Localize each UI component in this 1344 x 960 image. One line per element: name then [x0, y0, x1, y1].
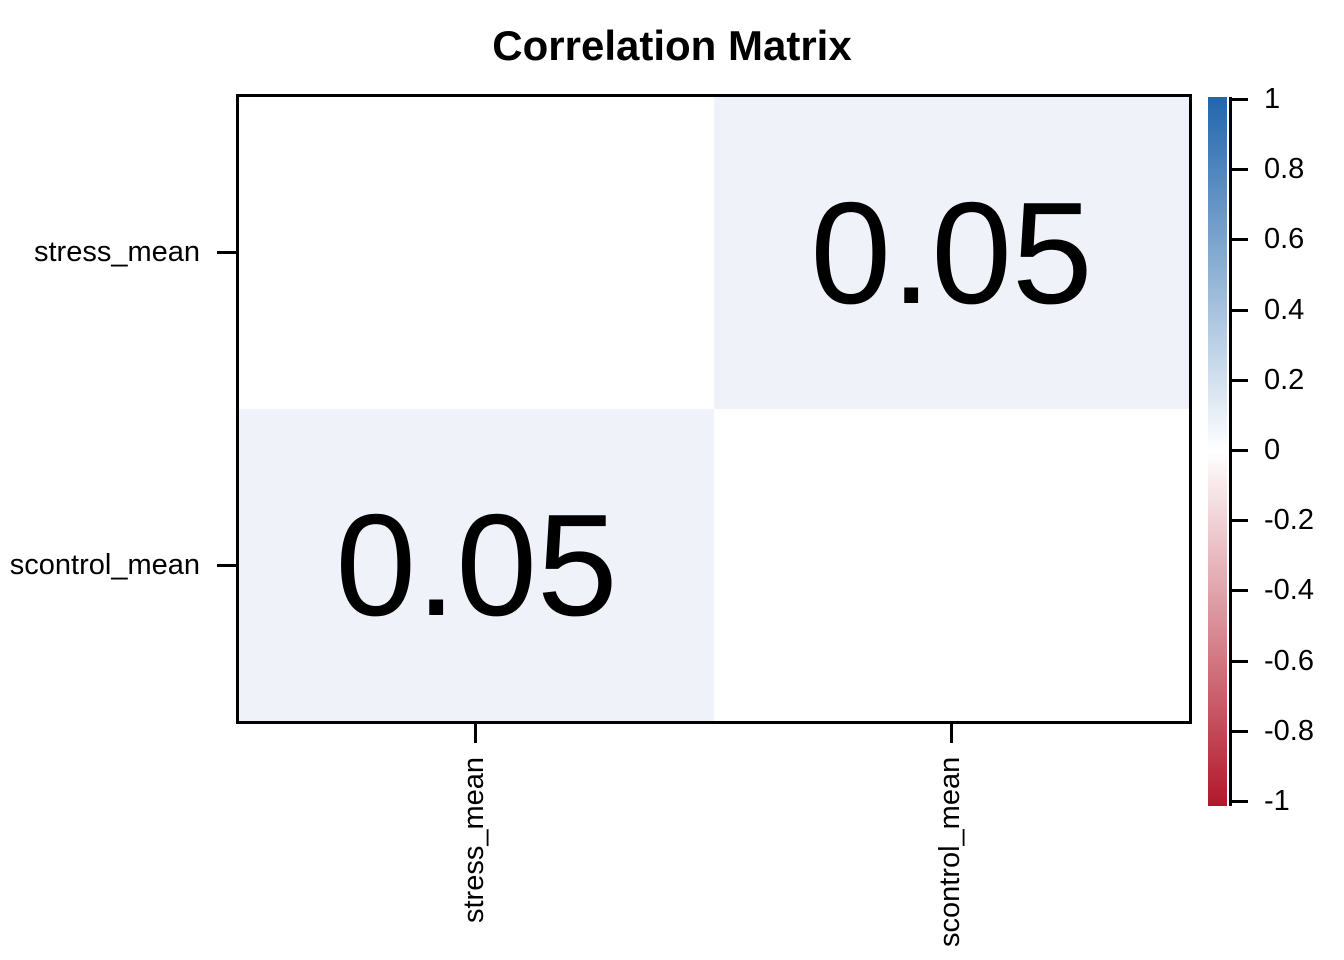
heatmap-cell-r1c1	[714, 409, 1189, 721]
colorbar-tick	[1232, 238, 1248, 241]
colorbar-tick	[1232, 449, 1248, 452]
colorbar-tick-label: -0.8	[1264, 713, 1314, 749]
colorbar-tick-label: 0	[1264, 432, 1280, 468]
colorbar-tick-label: 0.2	[1264, 362, 1304, 398]
colorbar-tick	[1232, 309, 1248, 312]
x-axis-label-stress-mean: stress_mean	[456, 757, 492, 960]
heatmap-cell-r1c0: 0.05	[239, 409, 714, 721]
y-axis-label-stress-mean: stress_mean	[34, 234, 200, 270]
colorbar-tick-label: -0.4	[1264, 572, 1314, 608]
colorbar-tick	[1232, 589, 1248, 592]
colorbar-tick	[1232, 98, 1248, 101]
colorbar-tick	[1232, 800, 1248, 803]
correlation-matrix-figure: Correlation Matrix 0.05 0.05 stress_mean…	[0, 0, 1344, 960]
colorbar-tick-label: 0.8	[1264, 151, 1304, 187]
x-axis-tick	[950, 724, 953, 743]
heatmap-cell-r0c1: 0.05	[714, 97, 1189, 409]
y-axis-tick	[217, 564, 237, 567]
x-axis-label-box: scontrol_mean	[930, 757, 970, 960]
colorbar-tick-label: 0.4	[1264, 292, 1304, 328]
y-axis-label-scontrol-mean: scontrol_mean	[10, 547, 200, 583]
x-axis-tick	[474, 724, 477, 743]
colorbar-tick-label: 1	[1264, 81, 1280, 117]
colorbar-tick	[1232, 660, 1248, 663]
colorbar-tick	[1232, 519, 1248, 522]
colorbar-tick-label: -1	[1264, 783, 1290, 819]
colorbar-tick	[1232, 730, 1248, 733]
heatmap-cell-r0c0	[239, 97, 714, 409]
colorbar-tick-label: 0.6	[1264, 221, 1304, 257]
x-axis-label-box: stress_mean	[454, 757, 494, 960]
colorbar-gradient	[1208, 97, 1227, 806]
x-axis-label-scontrol-mean: scontrol_mean	[932, 757, 968, 960]
correlation-value: 0.05	[335, 493, 617, 638]
colorbar-tick-label: -0.6	[1264, 643, 1314, 679]
heatmap-plot-area: 0.05 0.05	[236, 94, 1192, 724]
colorbar-tick	[1232, 168, 1248, 171]
y-axis-tick	[217, 251, 237, 254]
colorbar-tick	[1232, 379, 1248, 382]
correlation-value: 0.05	[810, 181, 1092, 326]
chart-title: Correlation Matrix	[0, 24, 1344, 68]
colorbar-tick-label: -0.2	[1264, 502, 1314, 538]
